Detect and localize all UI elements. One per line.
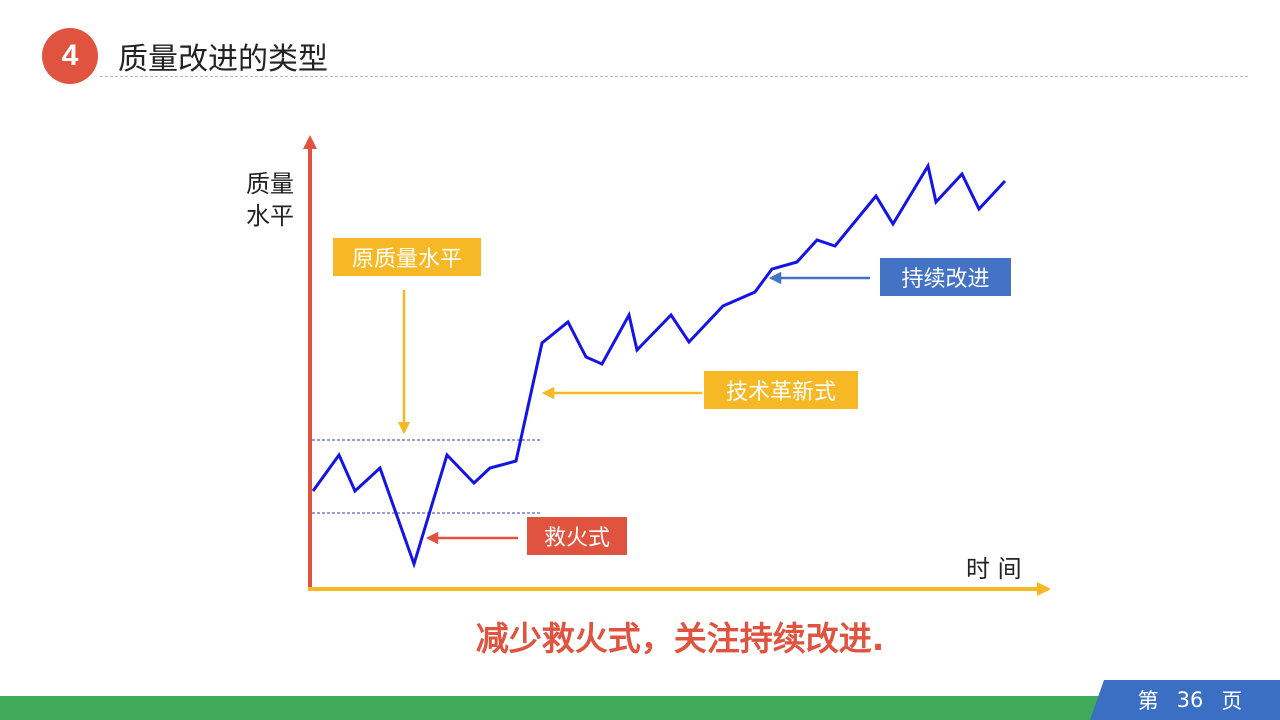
x-axis-label: 时 间 [966,555,1022,583]
page-title: 质量改进的类型 [118,42,328,77]
y-axis-label-line2: 水平 [246,202,294,231]
firefighting-label: 救火式 [527,517,627,555]
page-value: 36 [1176,688,1204,712]
header-divider [100,76,1248,77]
quality-curve [311,162,1007,569]
innovation-label: 技术革新式 [704,371,858,409]
page-prefix: 第 [1137,689,1159,713]
y-axis-label: 质量 水平 [246,168,294,233]
y-axis-label-line1: 质量 [246,170,294,198]
footer-blue-bar [1090,680,1280,720]
conclusion-text: 减少救火式，关注持续改进. [475,619,885,658]
original-level-label: 原质量水平 [333,238,481,276]
page-suffix: 页 [1221,689,1243,713]
section-number-badge: 4 [42,28,98,84]
footer-green-bar [0,696,1100,720]
page-number: 第 36 页 [1110,684,1270,716]
continuous-label: 持续改进 [880,258,1011,296]
